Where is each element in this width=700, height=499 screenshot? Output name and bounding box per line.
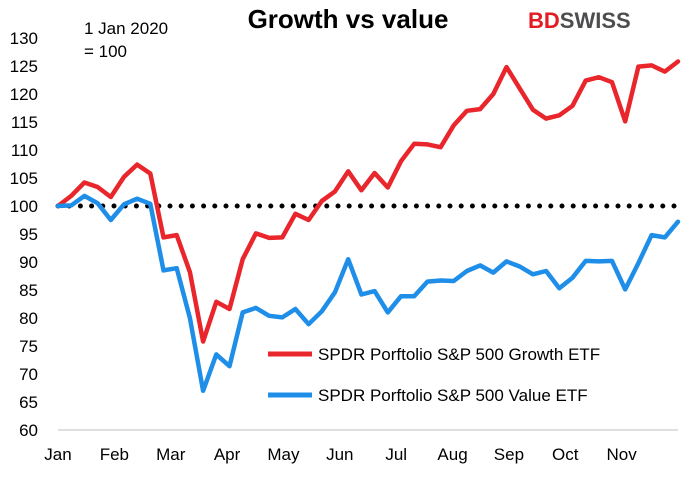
base-annotation-line2: = 100: [84, 42, 127, 61]
x-tick-label: Jan: [44, 445, 71, 464]
x-tick-label: Jul: [385, 445, 407, 464]
y-tick-label: 130: [10, 29, 38, 48]
y-tick-label: 100: [10, 197, 38, 216]
y-tick-label: 65: [19, 393, 38, 412]
brand-logo: BDSWISS: [528, 8, 631, 33]
y-tick-label: 125: [10, 57, 38, 76]
y-tick-label: 85: [19, 281, 38, 300]
y-tick-label: 120: [10, 85, 38, 104]
x-tick-label: Sep: [494, 445, 524, 464]
y-tick-label: 90: [19, 253, 38, 272]
y-tick-label: 115: [11, 113, 38, 132]
x-tick-label: Jun: [326, 445, 353, 464]
series-line-value: [55, 193, 681, 394]
legend-label-value: SPDR Porftolio S&P 500 Value ETF: [318, 386, 588, 405]
series-line-growth: [55, 59, 681, 344]
brand-logo-swiss: SWISS: [560, 8, 631, 33]
x-tick-label: May: [267, 445, 300, 464]
brand-logo-bd: BD: [528, 8, 560, 33]
y-tick-label: 105: [10, 169, 38, 188]
x-tick-label: Feb: [100, 445, 129, 464]
svg-text:BDSWISS: BDSWISS: [528, 8, 631, 33]
y-tick-label: 60: [19, 421, 38, 440]
x-tick-label: Oct: [552, 445, 579, 464]
legend-label-growth: SPDR Porftolio S&P 500 Growth ETF: [318, 345, 600, 364]
series-lines: [55, 59, 681, 394]
base-annotation-line1: 1 Jan 2020: [84, 19, 168, 38]
y-tick-label: 75: [19, 337, 38, 356]
x-tick-label: Aug: [437, 445, 467, 464]
legend: SPDR Porftolio S&P 500 Growth ETF SPDR P…: [268, 345, 600, 405]
x-axis: Jan Feb Mar Apr May Jun Jul Aug Sep Oct Nov: [44, 429, 678, 464]
y-tick-label: 80: [19, 309, 38, 328]
y-tick-label: 70: [19, 365, 38, 384]
x-tick-label: Apr: [214, 445, 241, 464]
chart-title: Growth vs value: [248, 4, 449, 34]
x-tick-label: Nov: [607, 445, 638, 464]
y-axis: 60 65 70 75 80 85 90 95 100 105 110 115 120 125 130: [10, 29, 38, 440]
y-tick-label: 110: [11, 141, 38, 160]
x-tick-label: Mar: [156, 445, 186, 464]
y-tick-label: 95: [19, 225, 38, 244]
